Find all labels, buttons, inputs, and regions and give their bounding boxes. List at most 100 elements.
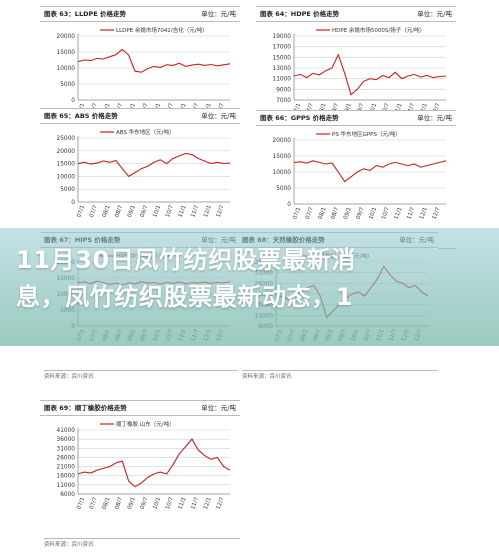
panel-title-text: 图表 65：ABS 价格走势 bbox=[44, 112, 118, 120]
legend: HDPE 余姚市场5000S/扬子（元/吨） bbox=[316, 26, 425, 34]
series-line bbox=[77, 438, 231, 488]
panel-title-text: 图表 69：顺丁橡胶价格走势 bbox=[44, 404, 127, 412]
y-tick-label: 13000 bbox=[273, 66, 292, 72]
y-tick-label: 6000 bbox=[60, 492, 75, 498]
x-tick-label: 08/7 bbox=[114, 204, 124, 218]
y-tick-label: 0 bbox=[287, 202, 291, 208]
panel-title-text: 图表 64：HDPE 价格走势 bbox=[260, 10, 340, 18]
x-tick-label: 12/7 bbox=[432, 102, 442, 116]
panel-unit: 单位：元/吨 bbox=[201, 10, 236, 18]
y-tick-label: 25000 bbox=[57, 136, 76, 142]
series-line bbox=[77, 48, 231, 73]
x-tick-label: 10/1 bbox=[368, 103, 378, 117]
legend-label: PS 华东地区GPPS（元/吨） bbox=[332, 130, 401, 138]
y-tick-label: 16000 bbox=[57, 474, 76, 480]
panel-title-text: 图表 66：GPPS 价格走势 bbox=[260, 114, 339, 122]
y-tick-label: 31000 bbox=[57, 446, 76, 452]
legend-label: 顺丁橡胶 山东（元/吨） bbox=[116, 420, 175, 428]
x-tick-label: 07/7 bbox=[305, 102, 315, 116]
x-tick-label: 07/1 bbox=[292, 207, 302, 221]
x-tick-label: 11/7 bbox=[406, 206, 416, 220]
y-tick-label: 41000 bbox=[57, 428, 76, 434]
y-tick-label: 5000 bbox=[60, 187, 75, 193]
x-tick-label: 11/1 bbox=[394, 207, 404, 221]
series-line bbox=[293, 160, 447, 183]
x-tick-label: 11/1 bbox=[394, 103, 404, 117]
x-tick-label: 08/7 bbox=[330, 102, 340, 116]
legend-label: HDPE 余姚市场5000S/扬子（元/吨） bbox=[332, 26, 425, 34]
x-tick-label: 08/1 bbox=[102, 205, 112, 219]
legend: ABS 华东地区（元/吨） bbox=[100, 128, 175, 136]
x-tick-label: 07/7 bbox=[89, 204, 99, 218]
y-tick-label: 15000 bbox=[57, 162, 76, 168]
x-tick-label: 08/1 bbox=[318, 103, 328, 117]
x-tick-label: 10/7 bbox=[381, 102, 391, 116]
y-tick-label: 20000 bbox=[57, 34, 76, 40]
panel-title: 图表 69：顺丁橡胶价格走势 单位：元/吨 bbox=[40, 400, 240, 416]
x-tick-label: 09/7 bbox=[140, 204, 150, 218]
x-tick-label: 08/1 bbox=[102, 497, 112, 511]
x-tick-label: 10/1 bbox=[152, 205, 162, 219]
y-tick-label: 17000 bbox=[273, 45, 292, 51]
headline-overlay bbox=[0, 228, 499, 346]
legend: 顺丁橡胶 山东（元/吨） bbox=[100, 420, 175, 428]
headline: 11月30日凤竹纺织股票最新消 息，凤竹纺织股票最新动态，1 bbox=[16, 242, 486, 316]
legend-label: ABS 华东地区（元/吨） bbox=[116, 128, 175, 136]
panel-source: 资料来源：百川资讯 bbox=[44, 370, 240, 380]
y-tick-label: 9000 bbox=[276, 87, 291, 93]
y-tick-label: 10000 bbox=[57, 174, 76, 180]
y-tick-label: 20000 bbox=[57, 149, 76, 155]
panel-title-text: 图表 63：LLDPE 价格走势 bbox=[44, 10, 126, 18]
panel-unit: 单位：元/吨 bbox=[417, 10, 452, 18]
x-tick-label: 11/1 bbox=[178, 205, 188, 219]
y-tick-label: 11000 bbox=[57, 483, 76, 489]
y-tick-label: 0 bbox=[71, 98, 75, 104]
x-tick-label: 11/7 bbox=[190, 496, 200, 510]
panel-chart: HDPE 余姚市场5000S/扬子（元/吨） 7000 9000 11000 13000… bbox=[273, 26, 447, 117]
legend: LLDPE 余姚市场7042/吉化（元/吨） bbox=[100, 26, 208, 34]
y-tick-label: 10000 bbox=[57, 66, 76, 72]
y-tick-label: 0 bbox=[71, 200, 75, 206]
headline-line-1: 11月30日凤竹纺织股票最新消 bbox=[16, 246, 356, 274]
x-tick-label: 09/1 bbox=[343, 103, 353, 117]
panel-chart: 顺丁橡胶 山东（元/吨） 6000 11000 16000 21000 26000 3100… bbox=[57, 420, 231, 511]
x-tick-label: 10/1 bbox=[368, 207, 378, 221]
x-tick-label: 09/7 bbox=[356, 102, 366, 116]
x-tick-label: 10/7 bbox=[165, 496, 175, 510]
x-tick-label: 07/1 bbox=[76, 497, 86, 511]
y-tick-label: 19000 bbox=[273, 34, 292, 40]
x-tick-label: 08/7 bbox=[330, 206, 340, 220]
series-line bbox=[293, 53, 447, 96]
x-tick-label: 11/7 bbox=[190, 204, 200, 218]
x-tick-label: 09/7 bbox=[140, 496, 150, 510]
y-tick-label: 15000 bbox=[57, 50, 76, 56]
series-line bbox=[77, 152, 231, 178]
panel-rubber-bd: 图表 69：顺丁橡胶价格走势 单位：元/吨顺丁橡胶 山东（元/吨） 6000 1100… bbox=[40, 400, 240, 550]
legend: PS 华东地区GPPS（元/吨） bbox=[316, 130, 401, 138]
panel-source: 资料来源：百川资讯 bbox=[242, 370, 438, 380]
panel-chart: ABS 华东地区（元/吨） 0 5000 10000 15000 20000 25000 07… bbox=[57, 128, 231, 219]
x-tick-label: 09/1 bbox=[343, 207, 353, 221]
y-tick-label: 15000 bbox=[273, 154, 292, 160]
y-tick-label: 5000 bbox=[276, 186, 291, 192]
panel-unit: 单位：元/吨 bbox=[201, 112, 236, 120]
panel-chart: PS 华东地区GPPS（元/吨） 0 5000 10000 15000 20000 07/1… bbox=[273, 130, 447, 221]
y-tick-label: 11000 bbox=[273, 77, 292, 83]
panel-title: 图表 66：GPPS 价格走势 单位：元/吨 bbox=[256, 110, 456, 126]
panel-title: 图表 64：HDPE 价格走势 单位：元/吨 bbox=[256, 6, 456, 22]
legend-label: LLDPE 余姚市场7042/吉化（元/吨） bbox=[116, 26, 208, 34]
y-tick-label: 20000 bbox=[273, 138, 292, 144]
x-tick-label: 07/7 bbox=[89, 496, 99, 510]
x-tick-label: 08/1 bbox=[318, 207, 328, 221]
y-tick-label: 15000 bbox=[273, 55, 292, 61]
x-tick-label: 10/7 bbox=[165, 204, 175, 218]
x-tick-label: 09/7 bbox=[356, 206, 366, 220]
x-tick-label: 12/7 bbox=[216, 496, 226, 510]
x-tick-label: 12/1 bbox=[203, 497, 213, 511]
panel-title: 图表 65：ABS 价格走势 单位：元/吨 bbox=[40, 108, 240, 124]
y-tick-label: 36000 bbox=[57, 437, 76, 443]
x-tick-label: 12/7 bbox=[432, 206, 442, 220]
x-tick-label: 12/7 bbox=[216, 204, 226, 218]
x-tick-label: 12/1 bbox=[419, 103, 429, 117]
y-tick-label: 26000 bbox=[57, 455, 76, 461]
